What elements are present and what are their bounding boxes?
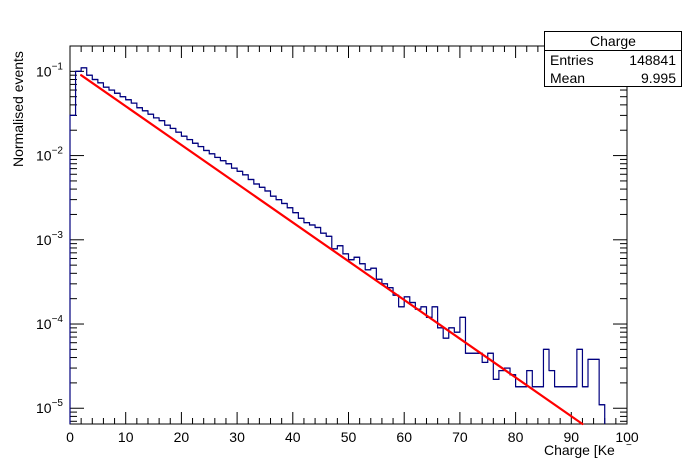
stats-mean-label: Mean <box>550 70 586 86</box>
y-tick-label: 10−2 <box>36 146 63 164</box>
y-axis-title: Normalised events <box>10 51 26 167</box>
y-tick-label: 10−3 <box>36 230 63 248</box>
y-tick-label: 10−4 <box>36 314 63 332</box>
fit-curve-series <box>80 74 584 426</box>
stats-entries-value: 148841 <box>629 52 676 68</box>
stats-entries-label: Entries <box>550 52 594 68</box>
stats-box: Charge Entries 148841 Mean 9.995 <box>544 31 682 87</box>
y-tick-label-exponent: −1 <box>52 61 64 72</box>
y-axis-ticks <box>70 45 627 422</box>
x-tick-label: 50 <box>341 429 357 445</box>
y-tick-label-exponent: −5 <box>52 398 64 409</box>
x-tick-label: 100 <box>615 429 639 445</box>
y-tick-label-base: 10 <box>36 316 52 332</box>
stats-row-entries: Entries 148841 <box>545 51 681 69</box>
x-tick-label: 90 <box>564 429 580 445</box>
x-tick-label: 10 <box>118 429 134 445</box>
x-axis-tick-labels: 0 10 20 30 40 50 60 70 80 90 100 <box>66 429 639 445</box>
stats-title: Charge <box>545 32 681 51</box>
y-tick-label-base: 10 <box>36 232 52 248</box>
plot-frame <box>69 45 628 425</box>
x-tick-label: 60 <box>396 429 412 445</box>
y-axis-tick-labels: 10−510−410−310−210−1 <box>36 61 63 416</box>
x-axis-title: Charge [Ke <box>544 442 615 458</box>
fit-line <box>80 74 584 426</box>
x-tick-label: 30 <box>229 429 245 445</box>
stats-row-mean: Mean 9.995 <box>545 69 681 87</box>
y-tick-label: 10−1 <box>36 61 63 79</box>
x-tick-label: 0 <box>66 429 74 445</box>
x-tick-label: 20 <box>174 429 190 445</box>
y-tick-label-exponent: −2 <box>52 146 64 157</box>
y-tick-label-exponent: −3 <box>52 230 64 241</box>
y-tick-label: 10−5 <box>36 398 63 416</box>
y-tick-label-base: 10 <box>36 148 52 164</box>
y-tick-label-base: 10 <box>36 400 52 416</box>
x-axis-title-superscript: − <box>626 440 632 451</box>
histogram-series <box>69 67 606 424</box>
x-tick-label: 80 <box>508 429 524 445</box>
y-tick-label-base: 10 <box>36 63 52 79</box>
stats-mean-value: 9.995 <box>640 70 676 86</box>
x-tick-label: 40 <box>285 429 301 445</box>
y-tick-label-exponent: −4 <box>52 314 64 325</box>
x-tick-label: 70 <box>452 429 468 445</box>
